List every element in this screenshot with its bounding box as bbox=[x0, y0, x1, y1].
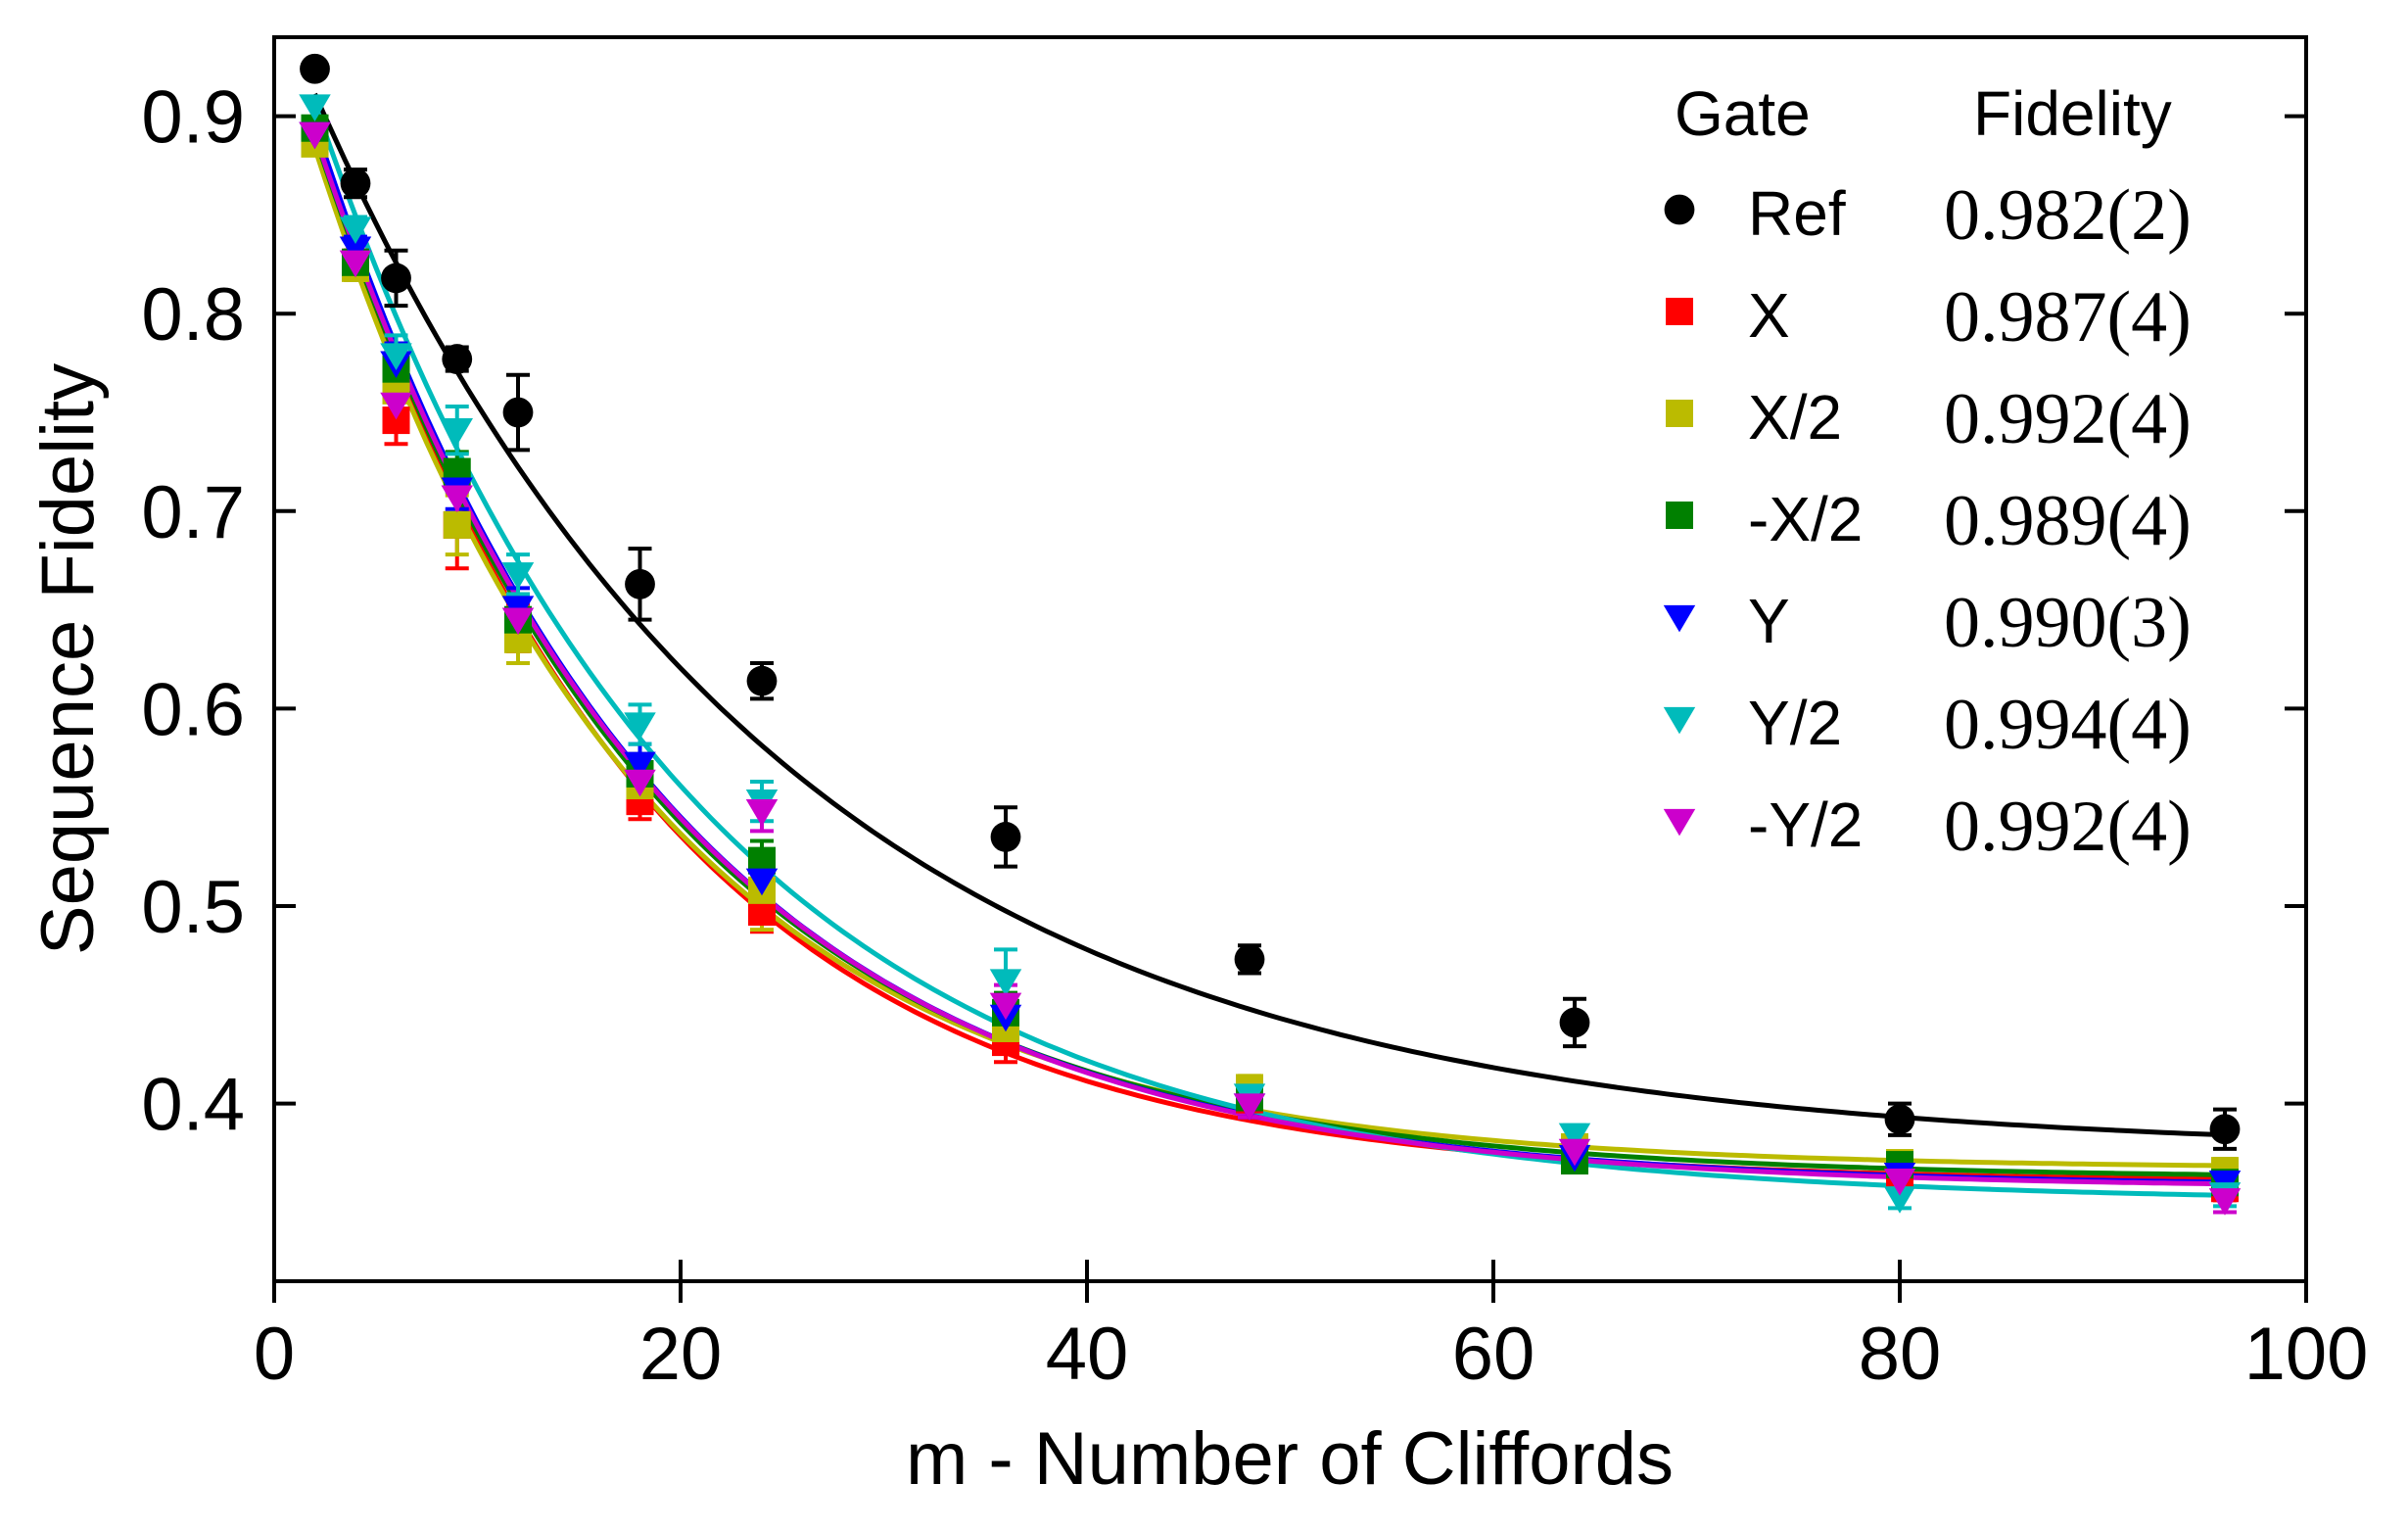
data-point-Y/2 bbox=[989, 969, 1022, 997]
x-tick-label: 100 bbox=[2244, 1313, 2369, 1396]
legend-fidelity--X/2: 0.989(4) bbox=[1944, 481, 2192, 561]
data-point-Ref bbox=[1559, 1007, 1590, 1038]
fit-curve--Y/2 bbox=[312, 132, 2226, 1187]
legend-marker-X bbox=[1666, 298, 1693, 325]
data-point--Y/2 bbox=[1883, 1169, 1916, 1196]
legend-header-fidelity: Fidelity bbox=[1973, 78, 2172, 149]
legend-fidelity-X/2: 0.992(4) bbox=[1944, 379, 2192, 459]
data-point-Ref bbox=[300, 53, 330, 84]
data-point-Ref bbox=[1884, 1104, 1915, 1135]
data-point-Y/2 bbox=[1883, 1186, 1916, 1214]
data-point--Y/2 bbox=[624, 769, 656, 797]
legend-label-Ref: Ref bbox=[1748, 178, 1846, 249]
legend-fidelity-X: 0.987(4) bbox=[1944, 277, 2192, 358]
legend-marker-Y bbox=[1663, 604, 1696, 633]
legend-label-Y/2: Y/2 bbox=[1748, 688, 1842, 758]
data-point-X/2 bbox=[443, 510, 471, 539]
legend-fidelity-Ref: 0.982(2) bbox=[1944, 175, 2192, 256]
data-point--Y/2 bbox=[380, 392, 412, 420]
legend-marker-X/2 bbox=[1666, 400, 1693, 427]
data-point--Y/2 bbox=[299, 121, 331, 150]
data-point--Y/2 bbox=[745, 799, 779, 827]
data-point-Y bbox=[624, 751, 656, 780]
data-point-Y bbox=[339, 236, 372, 264]
legend-fidelity-Y/2: 0.994(4) bbox=[1944, 685, 2192, 765]
legend-fidelity--Y/2: 0.992(4) bbox=[1944, 787, 2192, 867]
axes: 0 20 40 60 80 100 0.4 0.5 0.6 0.7 0.8 0.9 bbox=[141, 76, 2368, 1396]
legend-marker-Y/2 bbox=[1663, 706, 1696, 735]
data-point-Y/2 bbox=[501, 562, 535, 590]
legend-marker--Y/2 bbox=[1663, 808, 1696, 837]
data-point-Y/2 bbox=[380, 343, 412, 370]
data-point--Y/2 bbox=[989, 992, 1022, 1021]
data-point-Ref bbox=[625, 568, 655, 599]
legend-marker-Ref bbox=[1664, 194, 1695, 225]
data-point-Y/2 bbox=[441, 417, 473, 446]
data-point-Y bbox=[745, 868, 779, 896]
fit-curve-X bbox=[312, 133, 2226, 1182]
data-point-Y/2 bbox=[624, 712, 656, 740]
y-tick-label: 0.5 bbox=[141, 866, 245, 949]
y-tick-label: 0.9 bbox=[141, 76, 245, 160]
data-point-Ref bbox=[442, 344, 473, 374]
fit-curve--X/2 bbox=[312, 135, 2226, 1177]
legend-marker--X/2 bbox=[1666, 502, 1693, 529]
fit-curve-Ref bbox=[312, 92, 2226, 1138]
data-point-Ref bbox=[746, 665, 778, 696]
legend-header-gate: Gate bbox=[1675, 78, 1811, 149]
data-point-Y/2 bbox=[299, 94, 331, 121]
data-point--Y/2 bbox=[1233, 1093, 1266, 1122]
x-tick-label: 40 bbox=[1046, 1313, 1129, 1396]
legend-label-X: X bbox=[1748, 280, 1790, 351]
data-point--Y/2 bbox=[1558, 1138, 1591, 1167]
data-point--Y/2 bbox=[2208, 1188, 2242, 1216]
data-point--Y/2 bbox=[441, 485, 473, 513]
x-tick-label: 60 bbox=[1452, 1313, 1535, 1396]
y-tick-label: 0.8 bbox=[141, 273, 245, 357]
fit-curve-Y/2 bbox=[312, 102, 2226, 1198]
data-point-Ref bbox=[502, 397, 534, 428]
x-tick-label: 80 bbox=[1859, 1313, 1942, 1396]
data-point-Y/2 bbox=[339, 216, 372, 244]
data-point-Y/2 bbox=[1558, 1123, 1591, 1151]
fit-curve-Y bbox=[312, 122, 2226, 1185]
y-tick-label: 0.6 bbox=[141, 668, 245, 751]
x-tick-label: 20 bbox=[639, 1313, 723, 1396]
plot-frame bbox=[272, 35, 2308, 1283]
y-tick-label: 0.4 bbox=[141, 1064, 245, 1147]
x-axis-title: m - Number of Cliffords bbox=[906, 1417, 1674, 1501]
data-point-Ref bbox=[1234, 944, 1265, 975]
legend-label--Y/2: -Y/2 bbox=[1748, 789, 1863, 860]
legend-fidelity-Y: 0.990(3) bbox=[1944, 583, 2192, 663]
fit-curves bbox=[312, 92, 2226, 1198]
y-tick-label: 0.7 bbox=[141, 471, 245, 554]
data-point-Ref bbox=[340, 167, 371, 199]
legend-label-X/2: X/2 bbox=[1748, 382, 1842, 453]
data-point-Ref bbox=[2209, 1114, 2241, 1145]
data-point-Ref bbox=[990, 822, 1021, 852]
y-axis-title: Sequence Fidelity bbox=[26, 363, 110, 955]
data-point-Ref bbox=[381, 263, 411, 294]
x-tick-label: 0 bbox=[254, 1313, 295, 1396]
data-points bbox=[299, 53, 2242, 1216]
legend-label-Y: Y bbox=[1748, 586, 1790, 656]
legend-label--X/2: -X/2 bbox=[1748, 484, 1863, 554]
data-point--Y/2 bbox=[501, 607, 535, 636]
data-point--Y/2 bbox=[339, 250, 372, 278]
legend: Gate Fidelity Ref 0.982(2) X 0.987(4) X/2 0.9… bbox=[1663, 78, 2192, 867]
